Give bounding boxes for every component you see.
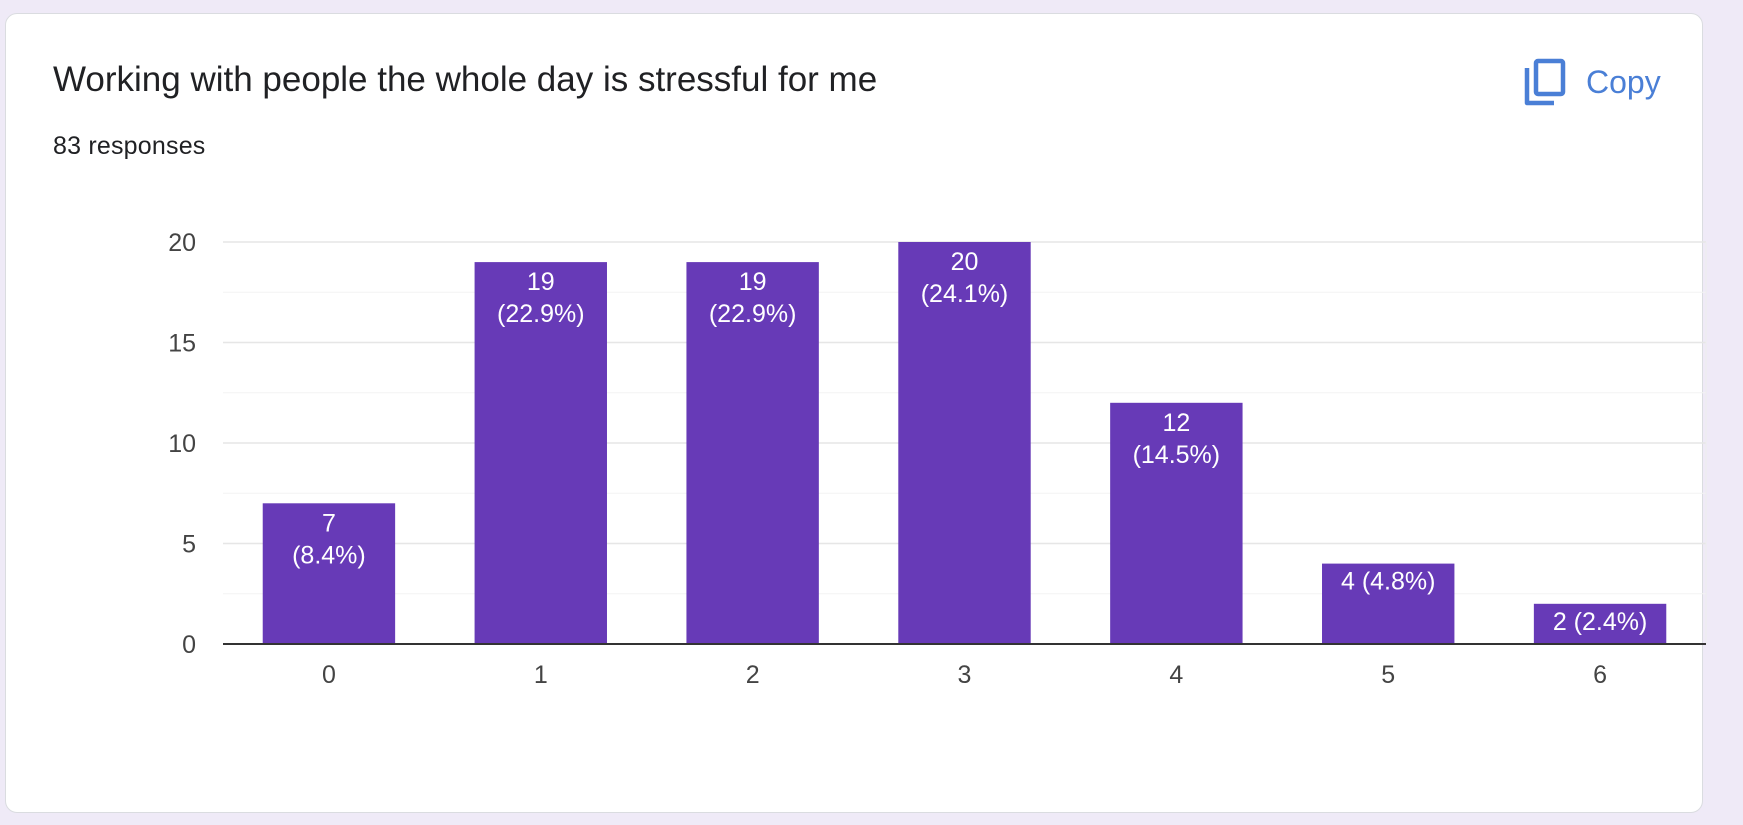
x-tick-label: 0 [322, 661, 336, 689]
bar-data-label: 19 (22.9%) [709, 268, 797, 328]
bar-data-label: 12 (14.5%) [1133, 409, 1221, 469]
axes: 0 5 10 15 20 0 1 2 3 4 5 6 [168, 229, 1706, 689]
bar [686, 262, 819, 644]
y-tick-label: 10 [168, 430, 196, 458]
y-tick-label: 20 [168, 229, 196, 257]
bar [898, 242, 1031, 644]
bar-data-label: 4 (4.8%) [1341, 568, 1435, 596]
bar [1322, 563, 1455, 644]
x-tick-label: 3 [958, 661, 972, 689]
y-tick-label: 0 [182, 631, 196, 659]
bar [474, 262, 607, 644]
bar-data-label: 7 (8.4%) [292, 509, 366, 569]
bars: 7 (8.4%) 19 (22.9%) 19 (22.9%) 20 (24.1%) 12 (14.… [262, 242, 1667, 644]
question-card [5, 13, 1703, 813]
x-tick-label: 2 [746, 661, 760, 689]
x-tick-label: 1 [534, 661, 548, 689]
y-tick-label: 15 [168, 330, 196, 358]
copy-button-label: Copy [1586, 63, 1661, 100]
bar [262, 503, 396, 644]
copy-icon [1524, 58, 1566, 106]
bar-data-label: 19 (22.9%) [497, 268, 585, 328]
y-tick-label: 5 [182, 531, 196, 559]
bar-data-label: 20 (24.1%) [921, 248, 1009, 308]
response-count: 83 responses [53, 132, 206, 160]
bar [1533, 603, 1667, 644]
x-tick-label: 4 [1169, 661, 1183, 689]
copy-button[interactable]: Copy [1524, 56, 1661, 108]
x-tick-label: 5 [1381, 661, 1395, 689]
question-title: Working with people the whole day is str… [53, 60, 878, 99]
bar [1110, 402, 1243, 644]
bar-data-label: 2 (2.4%) [1553, 608, 1647, 636]
x-tick-label: 6 [1593, 661, 1607, 689]
